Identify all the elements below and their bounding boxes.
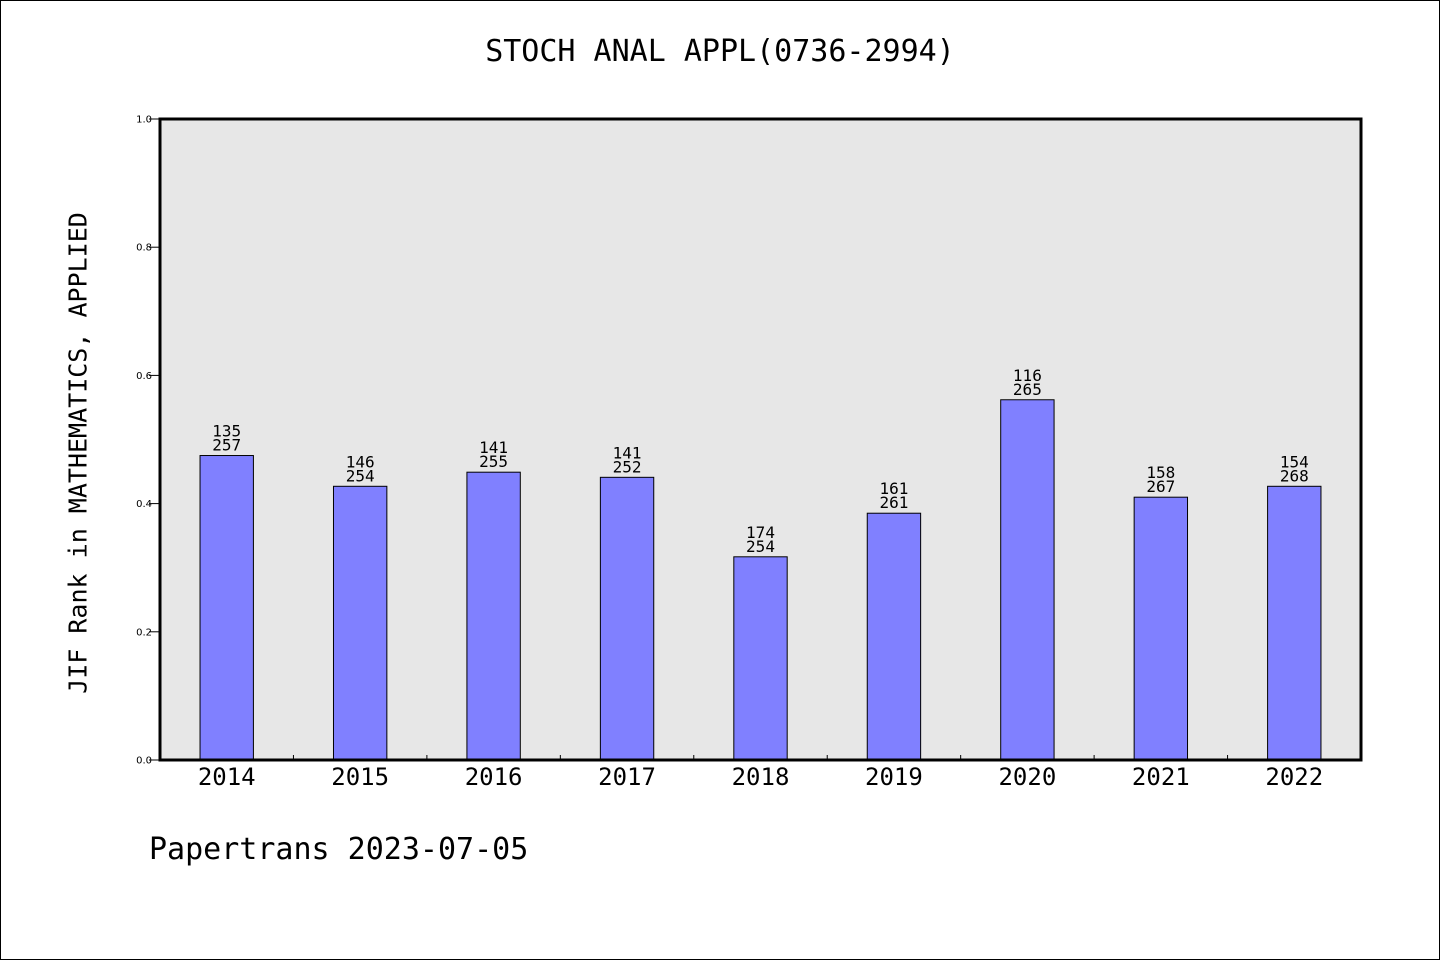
x-tick-label: 2018 [732,763,790,791]
bar-total-label: 254 [346,466,375,485]
y-tick-label: 0.8 [136,243,152,254]
bar-2017 [599,476,655,761]
bar-2015 [332,485,388,761]
bar-2016 [466,471,521,761]
bar-rank-label: 146 [346,452,375,471]
x-tick-label: 2020 [998,763,1056,791]
footer-credit: Papertrans 2023-07-05 [149,832,529,867]
x-tick-label: 2015 [331,763,389,791]
bar-rank-label: 158 [1146,463,1175,482]
bar-rank-label: 135 [212,422,241,441]
x-tick-label: 2019 [865,763,923,791]
x-tick-label: 2021 [1132,763,1190,791]
bar-total-label: 267 [1146,477,1175,496]
y-tick-label: 0.6 [136,371,152,382]
x-tick-label: 2014 [198,763,256,791]
x-tick-label: 2022 [1265,763,1323,791]
bar-total-label: 257 [212,436,241,455]
bar-rank-label: 116 [1013,366,1042,385]
bars-layer [199,399,1322,761]
bar-2014 [199,455,254,761]
chart-title: STOCH ANAL APPL(0736-2994) [485,34,955,69]
plot-border [158,117,1363,762]
y-tick-label: 0.0 [136,756,152,767]
bar-2022 [1267,485,1322,761]
bar-total-label: 255 [479,452,508,471]
y-tick-label: 0.2 [136,627,152,638]
bar-rank-label: 161 [879,479,908,498]
bar-2021 [1133,496,1189,761]
bar-total-label: 252 [613,457,642,476]
bar-total-label: 268 [1280,466,1309,485]
y-tick-label: 0.4 [136,499,152,510]
bar-rank-label: 141 [613,443,642,462]
bar-total-label: 254 [746,537,775,556]
bar-2018 [733,556,788,761]
bar-rank-label: 141 [479,438,508,457]
x-tick-label: 2016 [465,763,523,791]
bar-rank-label: 154 [1280,452,1309,471]
x-tick-label: 2017 [598,763,656,791]
y-tick-label: 1.0 [136,115,152,126]
bar-total-label: 265 [1013,380,1042,399]
axes-layer: 2014 2015 2016 2017 2018 2019 2020 2021 2022 0.0 0… [136,115,1323,792]
bar-rank-label: 174 [746,523,775,542]
bar-total-label: 261 [879,493,908,512]
bar-2020 [1000,399,1055,761]
bar-2019 [866,512,922,761]
